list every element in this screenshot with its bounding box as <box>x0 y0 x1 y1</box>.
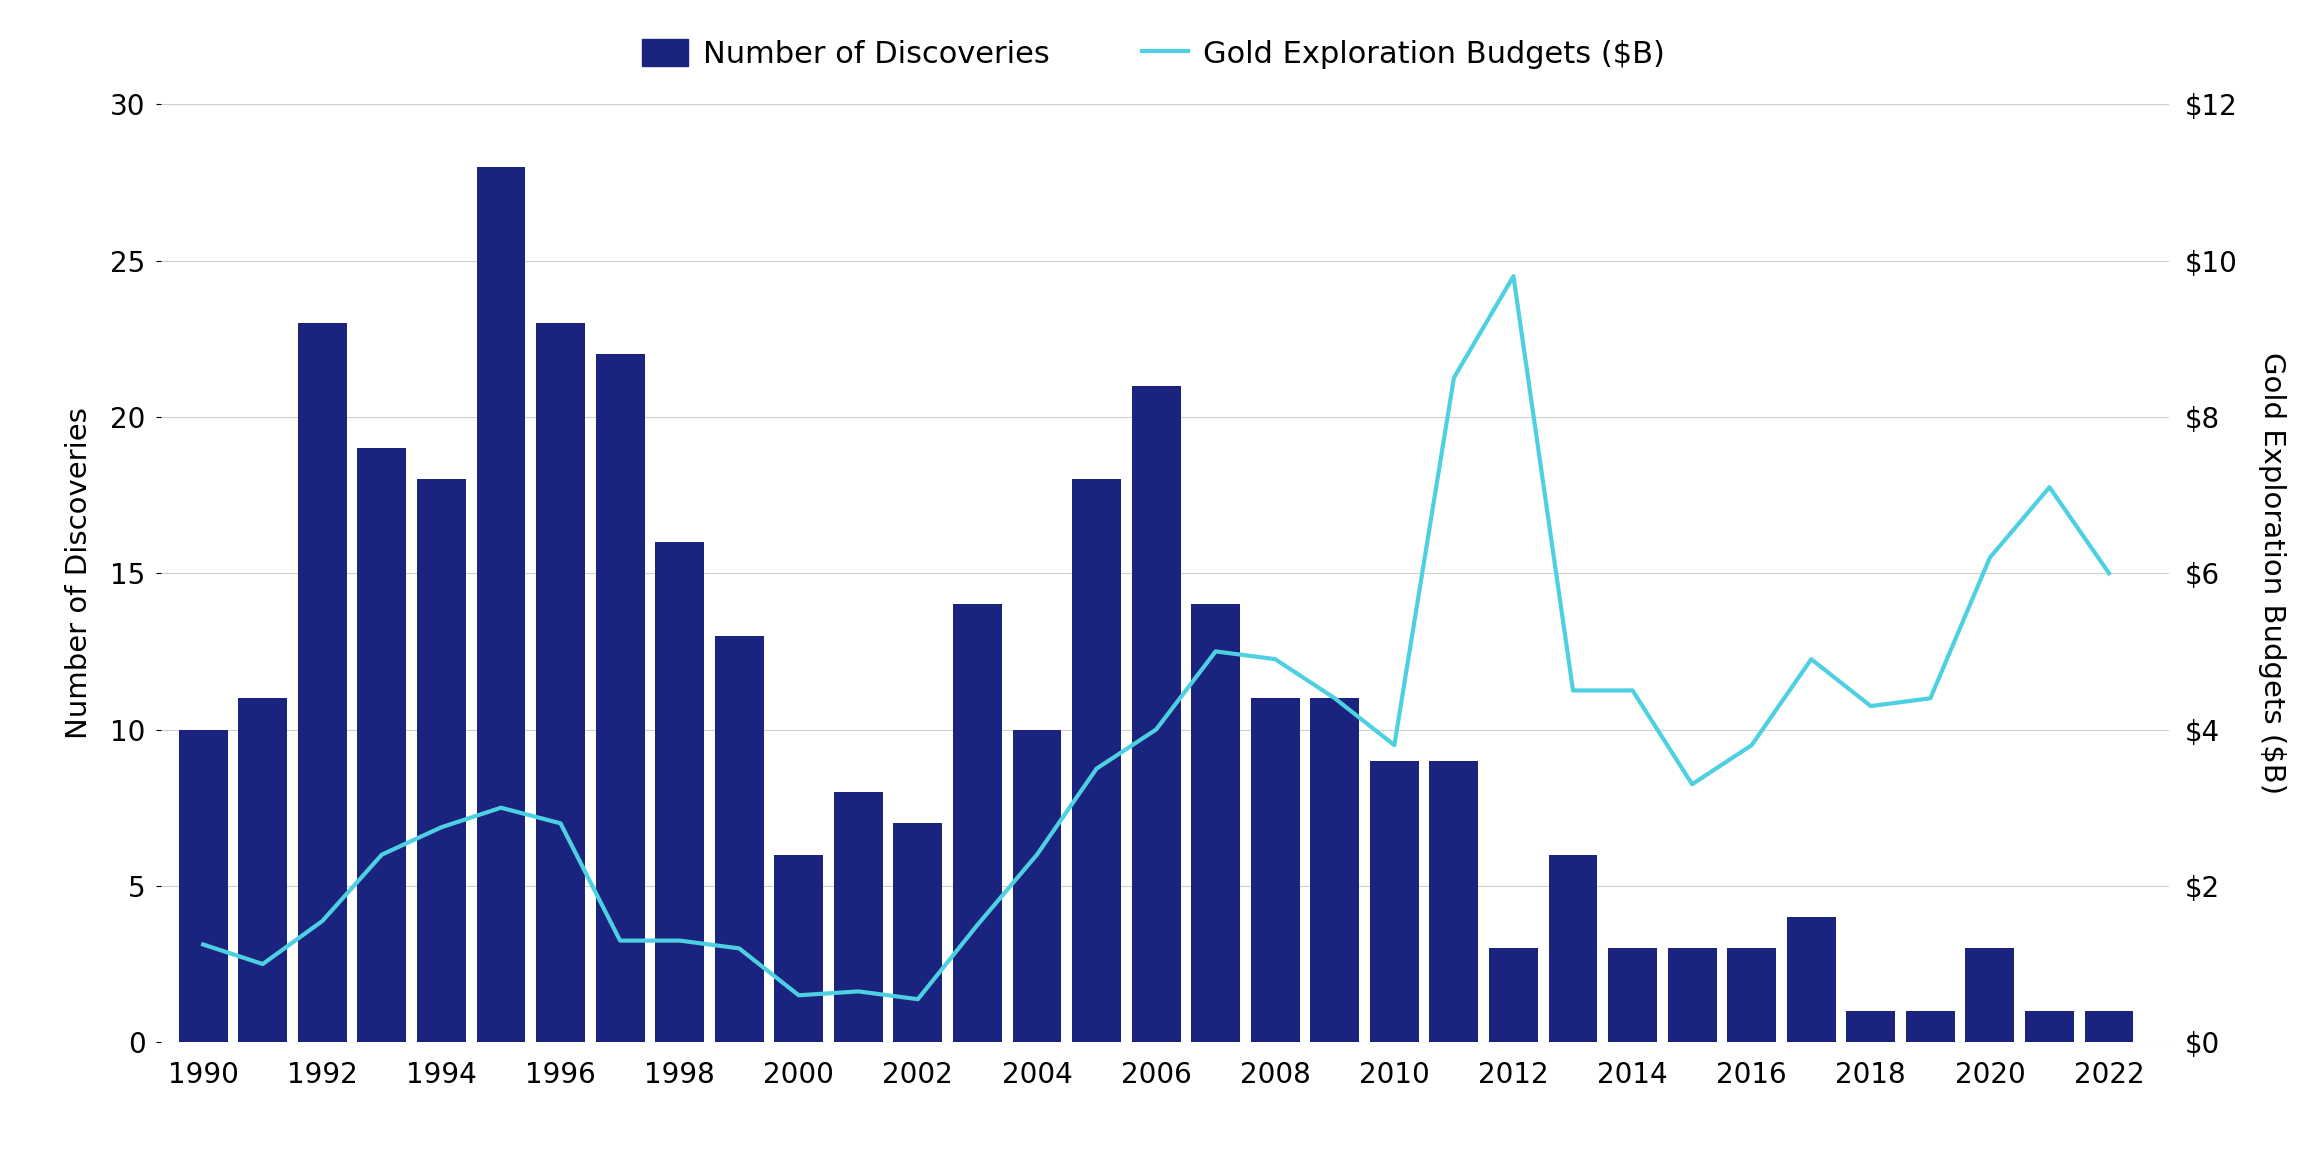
Gold Exploration Budgets ($B) <box>844 984 872 998</box>
Bar <box>1966 948 2014 1042</box>
Gold Exploration Budgets ($B) <box>369 848 397 862</box>
Bar <box>418 479 466 1042</box>
Gold Exploration Budgets ($B) <box>964 918 992 932</box>
Gold Exploration Budgets ($B) <box>2035 481 2062 494</box>
Gold Exploration Budgets ($B) <box>1082 762 1110 776</box>
Gold Exploration Budgets ($B) <box>724 941 752 955</box>
Gold Exploration Budgets ($B) <box>1440 371 1467 384</box>
Gold Exploration Budgets ($B) <box>667 933 694 947</box>
Gold Exploration Budgets ($B) <box>547 816 574 830</box>
Bar <box>1788 917 1836 1042</box>
Bar <box>775 855 824 1042</box>
Bar <box>2026 1011 2074 1042</box>
Bar <box>1013 730 1061 1042</box>
Bar <box>1488 948 1539 1042</box>
Gold Exploration Budgets ($B) <box>1677 777 1705 791</box>
Y-axis label: Number of Discoveries: Number of Discoveries <box>65 408 92 739</box>
Gold Exploration Budgets ($B) <box>2095 566 2122 580</box>
Gold Exploration Budgets ($B) <box>904 992 932 1006</box>
Gold Exploration Budgets ($B) <box>1022 848 1050 862</box>
Bar <box>1133 386 1181 1042</box>
Gold Exploration Budgets ($B) <box>487 801 514 815</box>
Gold Exploration Budgets ($B) <box>1142 723 1170 736</box>
Bar <box>1728 948 1776 1042</box>
Legend: Number of Discoveries, Gold Exploration Budgets ($B): Number of Discoveries, Gold Exploration … <box>630 27 1677 81</box>
Bar <box>1668 948 1716 1042</box>
Bar <box>238 698 286 1042</box>
Gold Exploration Budgets ($B) <box>1797 652 1825 666</box>
Bar <box>1370 761 1419 1042</box>
Gold Exploration Budgets ($B) <box>1857 699 1885 713</box>
Bar <box>358 448 406 1042</box>
Gold Exploration Budgets ($B) <box>1737 739 1765 753</box>
Line: Gold Exploration Budgets ($B): Gold Exploration Budgets ($B) <box>203 277 2109 999</box>
Bar <box>478 167 526 1042</box>
Gold Exploration Budgets ($B) <box>309 914 337 928</box>
Gold Exploration Budgets ($B) <box>1560 683 1587 697</box>
Bar <box>595 354 644 1042</box>
Gold Exploration Budgets ($B) <box>784 989 812 1003</box>
Bar <box>1073 479 1121 1042</box>
Bar <box>1430 761 1479 1042</box>
Gold Exploration Budgets ($B) <box>607 933 634 947</box>
Bar <box>1846 1011 1896 1042</box>
Gold Exploration Budgets ($B) <box>1202 645 1230 659</box>
Gold Exploration Budgets ($B) <box>1917 691 1945 705</box>
Bar <box>1608 948 1656 1042</box>
Bar <box>1190 604 1241 1042</box>
Gold Exploration Budgets ($B) <box>189 938 217 952</box>
Gold Exploration Budgets ($B) <box>1977 551 2005 565</box>
Bar <box>535 323 586 1042</box>
Bar <box>1548 855 1596 1042</box>
Bar <box>655 542 704 1042</box>
Gold Exploration Budgets ($B) <box>1262 652 1290 666</box>
Gold Exploration Budgets ($B) <box>1620 683 1647 697</box>
Bar <box>2086 1011 2134 1042</box>
Bar <box>833 792 884 1042</box>
Bar <box>1906 1011 1954 1042</box>
Bar <box>1250 698 1299 1042</box>
Gold Exploration Budgets ($B) <box>1322 691 1350 705</box>
Bar <box>715 636 764 1042</box>
Bar <box>893 823 941 1042</box>
Bar <box>1310 698 1359 1042</box>
Bar <box>178 730 228 1042</box>
Bar <box>953 604 1001 1042</box>
Bar <box>298 323 346 1042</box>
Y-axis label: Gold Exploration Budgets ($B): Gold Exploration Budgets ($B) <box>2259 352 2286 794</box>
Gold Exploration Budgets ($B) <box>427 820 454 834</box>
Gold Exploration Budgets ($B) <box>249 957 277 970</box>
Gold Exploration Budgets ($B) <box>1500 270 1527 284</box>
Gold Exploration Budgets ($B) <box>1380 739 1407 753</box>
